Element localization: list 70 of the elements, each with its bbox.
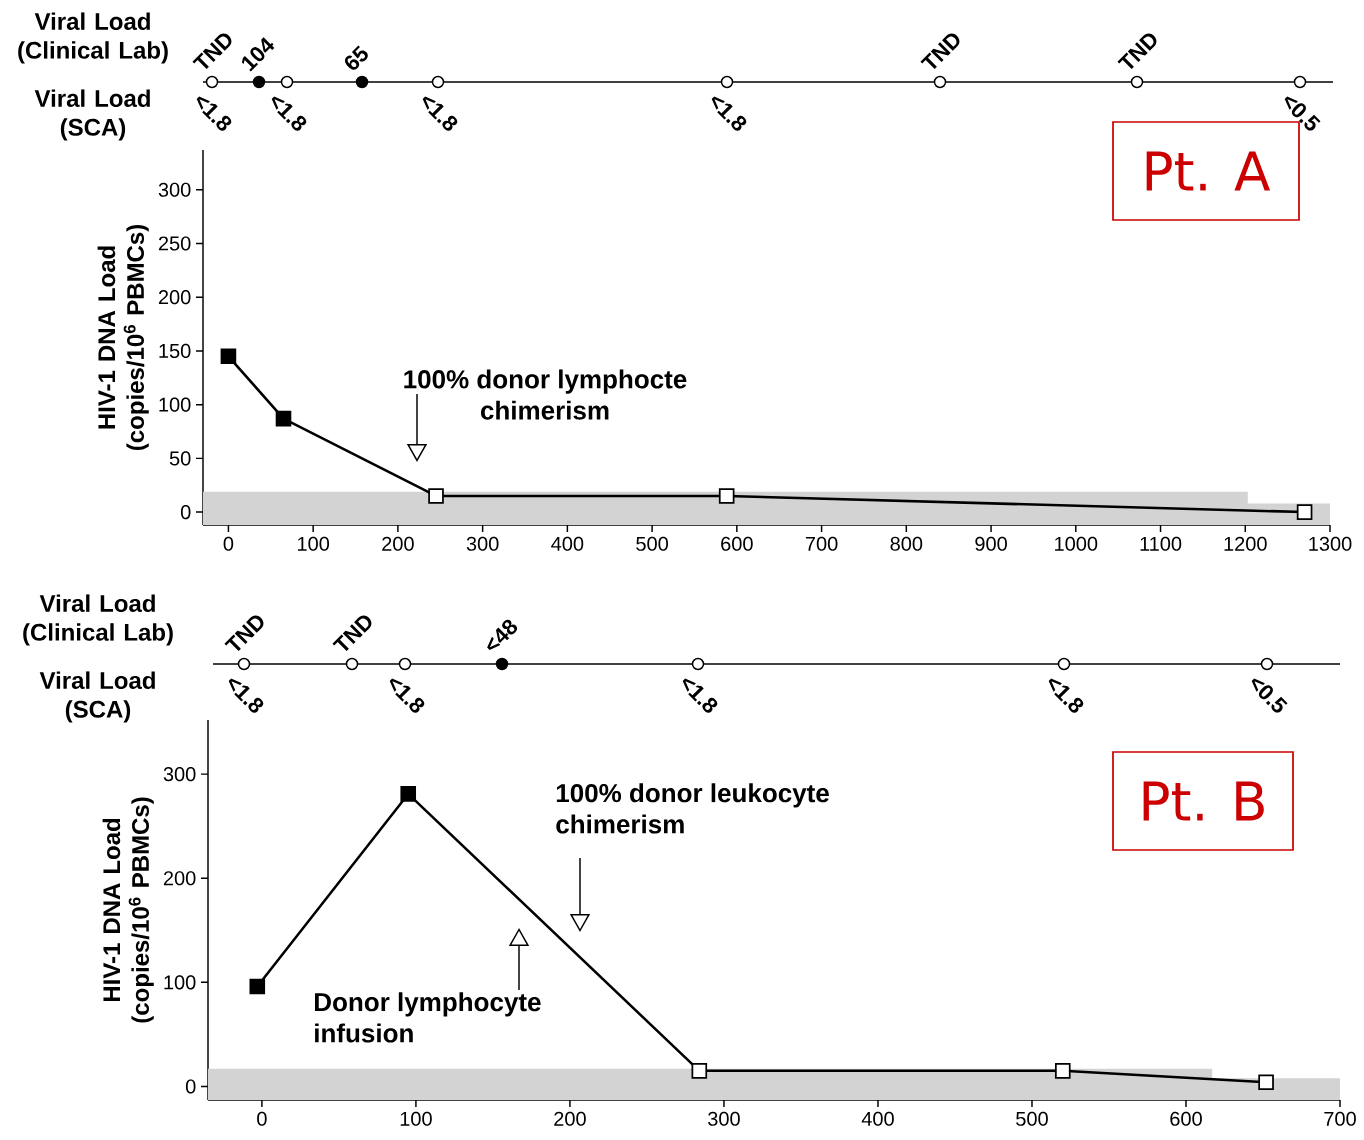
text: <1.8 [389,678,425,713]
x-tick-label: 1200 [1224,536,1267,551]
x-tick-label: 300 [466,536,499,551]
text: <1.8 [711,96,747,131]
text: <1.8 [228,678,264,713]
x-tick-label: 0 [223,536,234,551]
annotation: 100% donor leukocyte chimerism [556,783,829,834]
y-tick-label: 50 [169,451,191,466]
point [1054,1063,1071,1079]
text: TND [192,33,232,69]
x-tick-label: 300 [708,1111,740,1126]
x-tick-label: 600 [1170,1111,1202,1126]
point [691,1063,708,1079]
point [275,410,292,427]
text: Viral Load (Clinical Lab) [18,12,168,64]
x-tick-label: 800 [890,536,923,551]
x-tick-label: 200 [382,536,414,551]
point [1258,1074,1274,1091]
text: <1.8 [682,678,718,713]
annotation: Pt. B [1143,781,1264,821]
y-tick-label: 100 [159,397,191,412]
point [249,978,266,995]
text: <48 [487,619,518,650]
annotation: Pt. A [1146,151,1271,191]
annotation: 100% donor lymphocte chimerism [404,369,687,420]
point [220,348,237,365]
x-tick-label: 1000 [1055,536,1098,551]
x-tick-label: 600 [721,536,753,551]
text: Viral Load (SCA) [34,89,150,141]
x-tick-label: 1300 [1309,536,1352,551]
text: <0.5 [1251,678,1288,713]
y-tick-label: 200 [158,290,191,305]
text: Viral Load (Clinical Lab) [23,594,173,646]
y-tick-label: 250 [158,236,191,251]
x-tick-label: 400 [551,536,584,551]
x-tick-label: 400 [861,1111,894,1126]
text: TND [332,615,372,651]
y-tick-label: 300 [158,182,191,197]
point [400,786,417,802]
text: <0.5 [1284,96,1321,131]
x-tick-label: 500 [1016,1111,1048,1126]
x-tick-label: 100 [400,1111,432,1126]
x-tick-label: 1100 [1140,536,1182,551]
text: Viral Load (SCA) [39,671,155,723]
x-tick-label: 700 [1324,1111,1356,1126]
x-tick-label: 700 [805,536,838,551]
y-tick-label: 300 [163,767,196,782]
text: 104 [241,37,275,72]
x-tick-label: 200 [554,1111,586,1126]
x-tick-label: 500 [636,536,668,551]
y-tick-label: 200 [163,871,196,886]
point [1296,504,1313,520]
annotation: Donor lymphocyte infusion [315,992,541,1043]
text: <1.8 [196,96,232,131]
text: <1.8 [271,96,307,131]
text: <1.8 [422,96,458,131]
y-tick-label: 0 [180,505,191,520]
text: TND [224,615,264,651]
x-tick-label: 900 [975,536,1007,551]
x-tick-label: 0 [257,1111,267,1126]
x-tick-label: 100 [298,536,330,551]
text: TND [1117,33,1157,69]
text: TND [920,33,960,69]
text: <1.8 [1048,678,1084,713]
y-tick-label: 150 [159,343,191,358]
y-tick-label: 100 [164,975,196,990]
point [428,488,444,504]
text: 65 [344,45,368,70]
y-tick-label: 0 [185,1079,196,1094]
point [718,488,735,504]
